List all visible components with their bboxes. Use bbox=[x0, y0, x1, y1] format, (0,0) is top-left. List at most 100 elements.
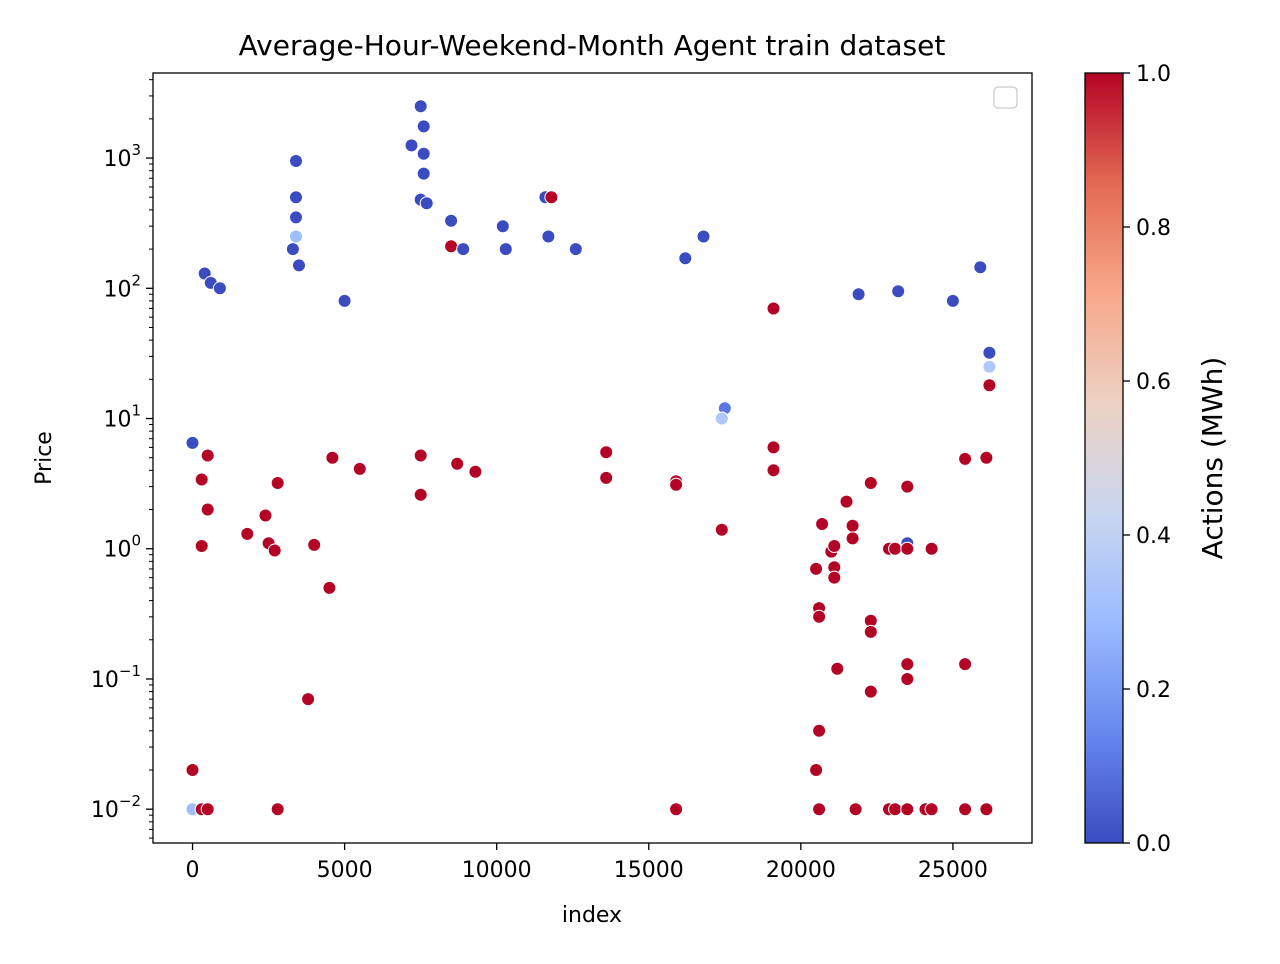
colorbar-tick-label: 0.6 bbox=[1136, 370, 1171, 395]
data-point bbox=[900, 672, 915, 686]
data-point bbox=[450, 456, 465, 471]
data-point bbox=[979, 450, 994, 465]
data-point bbox=[498, 242, 513, 257]
y-tick-label: 100 bbox=[103, 532, 141, 563]
x-tick-label: 0 bbox=[186, 858, 200, 883]
data-point bbox=[194, 472, 209, 487]
data-point bbox=[185, 435, 200, 450]
data-point bbox=[200, 502, 215, 517]
y-tick-label: 10−1 bbox=[91, 662, 141, 693]
data-point bbox=[891, 284, 906, 299]
data-point bbox=[888, 541, 903, 556]
y-tick-label: 10−2 bbox=[91, 792, 141, 823]
data-point bbox=[444, 239, 459, 254]
data-point bbox=[979, 802, 994, 817]
data-point bbox=[958, 657, 973, 672]
data-point bbox=[267, 543, 282, 558]
data-point bbox=[900, 802, 915, 817]
data-point bbox=[289, 210, 303, 225]
data-point bbox=[289, 229, 303, 244]
data-point bbox=[809, 763, 824, 777]
data-point bbox=[419, 196, 434, 211]
data-point bbox=[669, 802, 684, 817]
y-tick-label: 102 bbox=[103, 271, 141, 302]
data-point bbox=[212, 281, 227, 296]
data-point bbox=[812, 723, 827, 738]
data-point bbox=[325, 450, 340, 465]
x-tick-label: 15000 bbox=[614, 858, 684, 883]
data-point bbox=[888, 802, 903, 817]
colorbar-tick-label: 0.4 bbox=[1136, 524, 1171, 549]
data-point bbox=[568, 242, 583, 257]
data-point bbox=[827, 539, 842, 553]
data-point bbox=[845, 531, 860, 546]
data-point bbox=[982, 359, 997, 374]
data-point bbox=[194, 539, 209, 553]
data-point bbox=[413, 99, 428, 114]
data-point bbox=[292, 258, 306, 273]
data-point bbox=[827, 570, 842, 585]
data-point bbox=[945, 293, 960, 308]
data-point bbox=[416, 146, 431, 161]
data-point bbox=[863, 684, 878, 699]
data-point bbox=[416, 119, 431, 134]
data-point bbox=[900, 479, 915, 494]
data-point bbox=[270, 476, 285, 490]
data-point bbox=[599, 445, 614, 460]
data-point bbox=[678, 251, 693, 266]
data-point bbox=[270, 802, 285, 817]
data-point bbox=[851, 287, 866, 302]
points-layer bbox=[185, 99, 997, 817]
data-point bbox=[714, 411, 729, 426]
data-point bbox=[416, 166, 431, 181]
data-point bbox=[924, 541, 939, 556]
data-point bbox=[200, 448, 215, 463]
plot-area-frame bbox=[152, 72, 1033, 844]
y-axis-label: Price bbox=[32, 431, 57, 485]
x-tick-label: 10000 bbox=[462, 858, 532, 883]
data-point bbox=[900, 657, 915, 672]
data-point bbox=[812, 609, 827, 624]
data-point bbox=[815, 517, 830, 531]
x-tick-label: 5000 bbox=[317, 858, 373, 883]
data-point bbox=[812, 802, 827, 817]
data-point bbox=[289, 190, 303, 205]
x-axis-label: index bbox=[562, 903, 622, 928]
data-point bbox=[456, 242, 471, 257]
data-point bbox=[444, 213, 459, 228]
data-point bbox=[982, 345, 997, 360]
data-point bbox=[848, 802, 863, 817]
data-point bbox=[200, 802, 215, 817]
data-point bbox=[285, 242, 300, 257]
data-point bbox=[845, 518, 860, 533]
colorbar-tick-label: 0.2 bbox=[1136, 678, 1171, 703]
data-point bbox=[544, 190, 559, 205]
data-point bbox=[830, 661, 845, 676]
data-point bbox=[766, 440, 781, 455]
data-point bbox=[404, 138, 419, 153]
data-point bbox=[352, 461, 367, 476]
data-point bbox=[301, 692, 316, 707]
data-point bbox=[973, 260, 988, 275]
data-point bbox=[669, 477, 684, 492]
data-point bbox=[240, 526, 255, 541]
data-point bbox=[900, 541, 915, 556]
data-point bbox=[766, 463, 781, 478]
data-point bbox=[924, 802, 939, 817]
data-point bbox=[809, 561, 824, 576]
data-point bbox=[714, 522, 729, 537]
data-point bbox=[599, 470, 614, 485]
data-point bbox=[258, 508, 273, 523]
data-point bbox=[863, 476, 878, 490]
data-point bbox=[982, 378, 997, 393]
colorbar-tick-label: 0.8 bbox=[1136, 216, 1171, 241]
y-tick-label: 103 bbox=[103, 141, 141, 172]
x-axis: 0 5000 10000 15000 20000 25000 bbox=[186, 843, 988, 883]
x-tick-label: 25000 bbox=[918, 858, 988, 883]
x-tick-label: 20000 bbox=[766, 858, 836, 883]
data-point bbox=[958, 802, 973, 817]
data-point bbox=[322, 580, 337, 595]
data-point bbox=[413, 487, 428, 502]
